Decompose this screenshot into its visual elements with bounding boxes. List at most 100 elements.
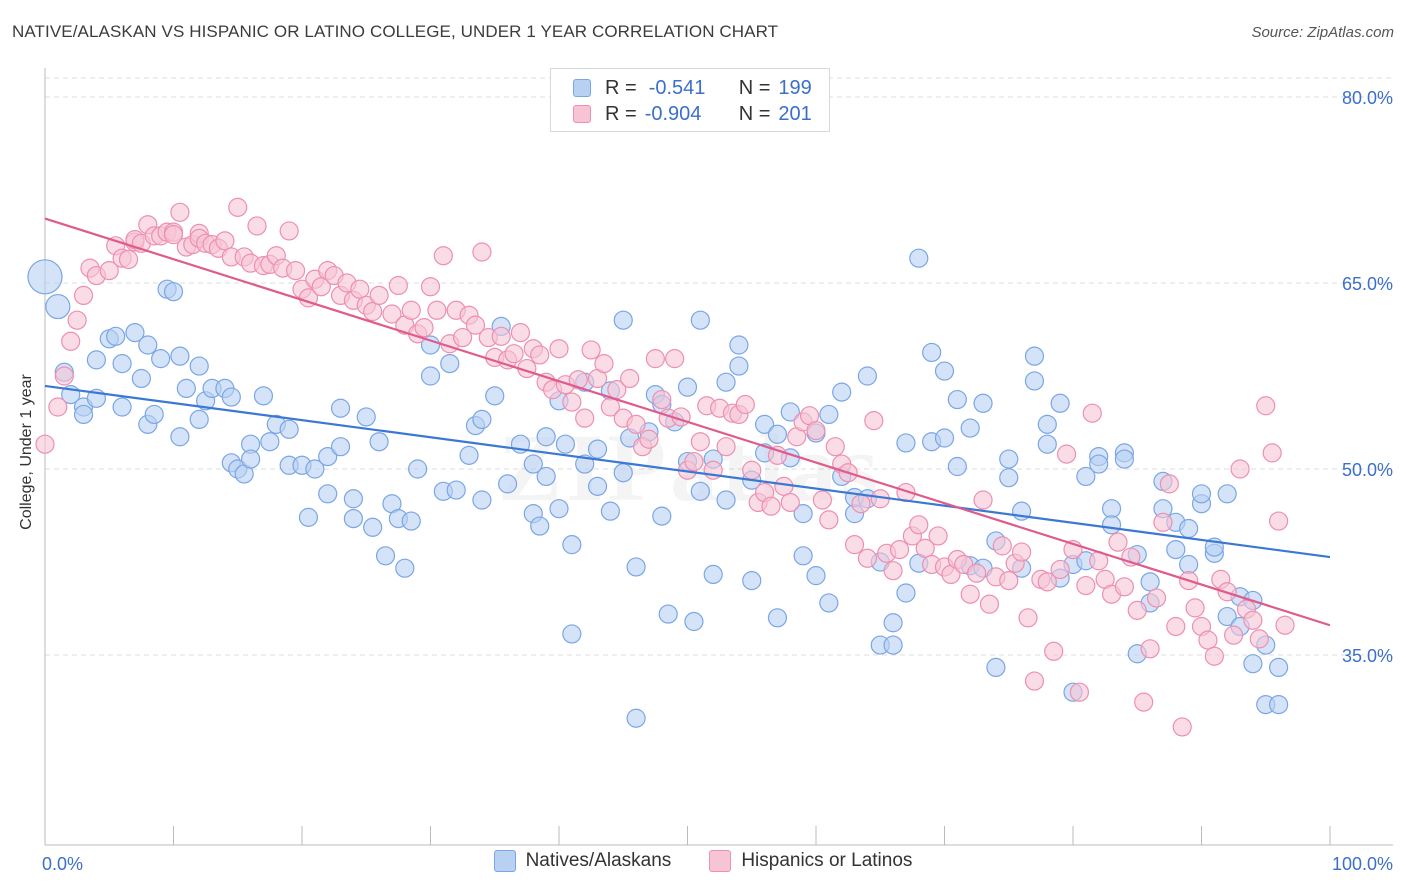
- data-point: [350, 279, 370, 299]
- data-point: [420, 335, 441, 355]
- data-point: [86, 350, 107, 370]
- data-point: [472, 242, 492, 262]
- data-point: [626, 414, 646, 434]
- data-point: [163, 282, 184, 302]
- data-point: [549, 339, 569, 359]
- data-point: [729, 356, 749, 376]
- data-point: [241, 449, 261, 469]
- data-point: [1108, 532, 1128, 552]
- data-point: [793, 546, 813, 566]
- trend-lines: [44, 217, 1331, 627]
- data-point: [498, 474, 518, 494]
- data-point: [780, 402, 800, 422]
- y-axis-label: College, Under 1 year: [18, 374, 35, 530]
- data-point: [1166, 539, 1186, 560]
- data-point: [1044, 641, 1064, 661]
- data-point: [330, 398, 351, 418]
- data-point: [684, 611, 704, 632]
- data-point: [375, 546, 396, 566]
- data-point: [446, 480, 466, 500]
- data-point: [1140, 639, 1160, 659]
- data-point: [992, 536, 1012, 556]
- data-point: [73, 285, 94, 305]
- data-point: [819, 404, 839, 425]
- y-tick-label: 35.0%: [1342, 646, 1393, 666]
- data-point: [1179, 554, 1199, 575]
- data-point: [1076, 575, 1096, 596]
- data-point: [170, 346, 190, 366]
- data-point: [228, 197, 248, 217]
- data-point: [253, 386, 274, 406]
- data-point: [1243, 610, 1263, 630]
- data-point: [909, 515, 929, 535]
- data-point: [170, 202, 190, 222]
- data-point: [1056, 444, 1077, 464]
- data-point: [806, 566, 826, 586]
- data-point: [677, 377, 698, 397]
- data-point: [530, 345, 550, 365]
- data-point: [1024, 346, 1045, 366]
- data-point: [433, 246, 453, 266]
- data-point: [465, 315, 486, 335]
- data-point: [973, 490, 993, 510]
- data-point: [453, 327, 473, 348]
- data-point: [562, 624, 582, 644]
- data-point: [395, 558, 415, 578]
- data-point: [581, 340, 601, 360]
- data-point: [504, 344, 524, 364]
- data-point: [1114, 449, 1135, 469]
- data-point: [125, 323, 145, 343]
- axes: [44, 68, 1393, 846]
- data-point: [832, 382, 852, 402]
- data-point: [427, 300, 447, 320]
- data-point: [1172, 717, 1192, 737]
- data-point: [388, 275, 408, 296]
- data-point: [742, 460, 762, 480]
- data-point: [652, 506, 672, 526]
- data-point: [176, 378, 196, 398]
- data-point: [986, 657, 1006, 678]
- data-point: [767, 424, 788, 444]
- data-point: [1140, 572, 1160, 592]
- data-point: [318, 484, 338, 504]
- data-point: [54, 366, 74, 386]
- data-point: [1217, 606, 1237, 627]
- data-point: [1230, 459, 1250, 479]
- data-point: [780, 492, 800, 513]
- data-point: [587, 439, 608, 459]
- legend-item-hispanics[interactable]: Hispanics or Latinos: [709, 850, 912, 872]
- data-point: [1166, 616, 1186, 637]
- data-point: [414, 318, 434, 338]
- data-point: [343, 489, 363, 509]
- data-point: [896, 433, 916, 453]
- data-point: [735, 394, 755, 415]
- data-point: [285, 261, 306, 281]
- data-point: [221, 387, 241, 407]
- data-point: [754, 414, 775, 434]
- data-point: [112, 354, 132, 374]
- y-tick-label: 65.0%: [1342, 274, 1393, 294]
- data-point: [568, 370, 588, 390]
- data-point: [684, 451, 704, 472]
- data-point: [1217, 484, 1237, 504]
- data-point: [690, 432, 710, 452]
- data-point: [260, 432, 280, 452]
- legend-item-natives[interactable]: Natives/Alaskans: [493, 850, 671, 872]
- data-point: [716, 490, 736, 510]
- data-point: [999, 449, 1019, 469]
- data-point: [536, 427, 556, 447]
- data-point: [575, 408, 595, 428]
- data-point: [1037, 414, 1057, 434]
- legend-swatch-natives: [573, 79, 591, 97]
- data-point: [1024, 371, 1045, 391]
- data-point: [960, 418, 980, 438]
- data-point: [1185, 598, 1205, 618]
- data-point: [864, 411, 884, 431]
- data-point: [793, 504, 813, 524]
- data-point: [883, 561, 903, 581]
- data-point: [343, 508, 363, 529]
- data-point: [819, 510, 839, 530]
- y-tick-label: 80.0%: [1342, 88, 1393, 108]
- data-point: [613, 310, 633, 330]
